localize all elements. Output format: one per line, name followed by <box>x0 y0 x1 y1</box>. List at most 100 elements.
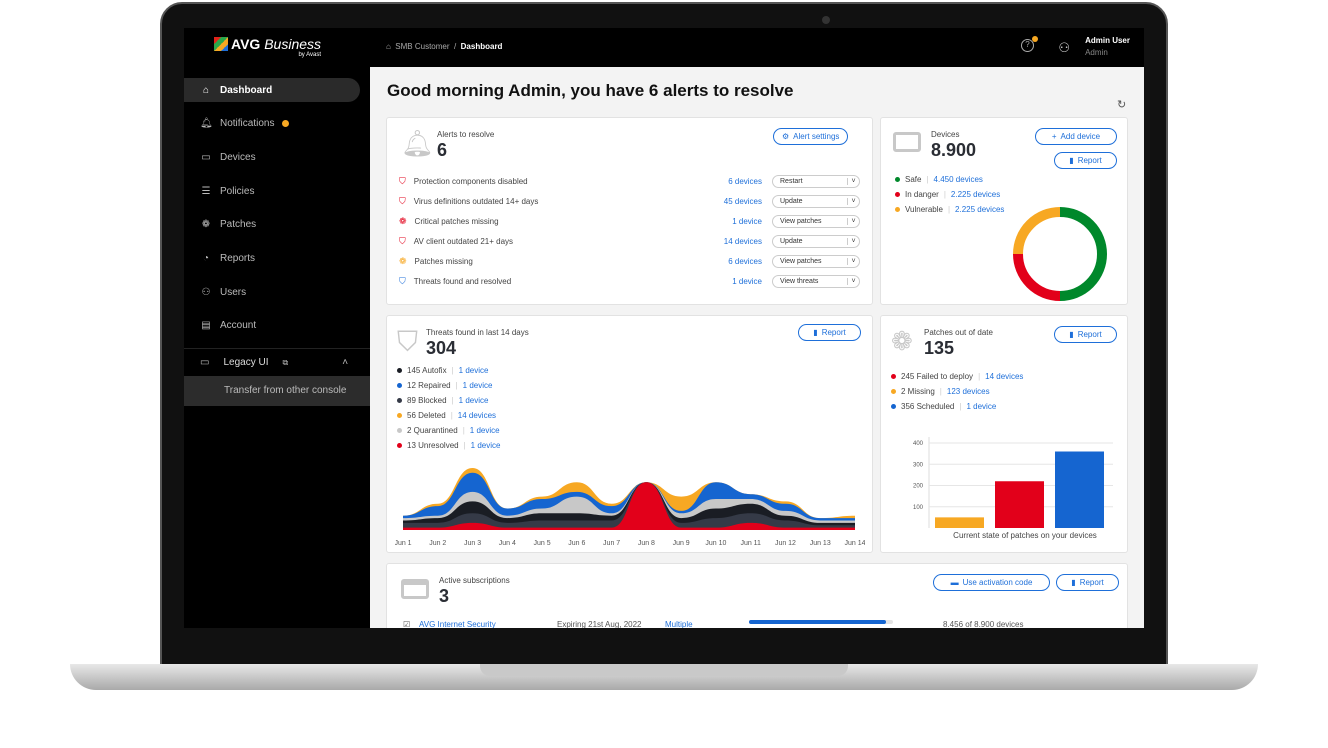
patch-icon: ❁ <box>399 215 407 226</box>
legend-devices-link[interactable]: 2.225 devices <box>955 205 1005 214</box>
legend-item: 2 Missing | 123 devices <box>891 387 990 396</box>
patches-report-button[interactable]: ▮ Report <box>1054 326 1117 343</box>
alerts-card: 🔔︎ Alerts to resolve 6 ⚙ Alert settings ⛉… <box>386 117 873 305</box>
legend-devices-link[interactable]: 1 device <box>462 381 493 390</box>
home-icon: ⌂ <box>202 84 210 96</box>
policies-icon: ☰ <box>201 185 211 197</box>
sidebar-item-transfer[interactable]: Transfer from other console <box>184 376 370 406</box>
camera <box>822 16 830 24</box>
alert-devices-link[interactable]: 6 devices <box>728 176 762 186</box>
sidebar-item-legacy-ui[interactable]: ▭ Legacy UI ⧉ ˄ <box>184 348 370 376</box>
subscription-type-link[interactable]: Multiple <box>665 620 693 628</box>
sidebar-item-devices[interactable]: ▭ Devices <box>201 151 256 163</box>
legend-devices-link[interactable]: 1 device <box>469 426 500 435</box>
user-menu[interactable]: Admin User Admin <box>1085 36 1130 57</box>
patches-icon: ❁ <box>891 326 913 356</box>
bar-chart-icon: ▮ <box>1069 330 1074 339</box>
legend-item: 13 Unresolved | 1 device <box>397 441 500 450</box>
bell-icon: 🔔︎ <box>401 128 435 158</box>
legend-devices-link[interactable]: 1 device <box>458 366 489 375</box>
legend-devices-link[interactable]: 1 device <box>470 441 501 450</box>
breadcrumb-current: Dashboard <box>460 42 503 51</box>
home-icon[interactable]: ⌂ <box>386 42 391 51</box>
chevron-down-icon: ˅ <box>847 257 859 265</box>
chevron-down-icon: ˅ <box>847 277 859 285</box>
patches-bar-chart: 100 200 300 400 Current state of patches on … <box>913 437 1113 540</box>
threats-area-chart: Jun 1 Jun 2 Jun 3 Jun 4 Jun 5 Jun 6 Jun 7 Jun 8… <box>395 468 865 547</box>
laptop-notch <box>480 664 848 676</box>
legend-item: 12 Repaired | 1 device <box>397 381 492 390</box>
legend-dot <box>895 192 900 197</box>
x-tick-label: Jun 2 <box>429 540 446 547</box>
subscription-name-link[interactable]: AVG Internet Security <box>419 620 496 628</box>
page-title: Good morning Admin, you have 6 alerts to… <box>387 81 794 100</box>
alert-action-dropdown[interactable]: View patches ˅ <box>772 214 860 228</box>
alert-row: ⛉ Virus definitions outdated 14+ days 45 d… <box>399 194 860 208</box>
sidebar: AVG Business by Avast ⌂ Dashboard 🔔︎ Notific… <box>184 28 370 628</box>
separator: | <box>926 175 929 184</box>
devices-report-button[interactable]: ▮ Report <box>1054 152 1117 169</box>
chevron-up-icon[interactable]: ˄ <box>342 357 349 368</box>
legend-devices-link[interactable]: 14 devices <box>457 411 497 420</box>
donut-slice-vulnerable <box>1013 207 1061 255</box>
alert-action-dropdown[interactable]: View patches ˅ <box>772 254 860 268</box>
add-device-button[interactable]: + Add device <box>1035 128 1117 145</box>
x-tick-label: Jun 7 <box>603 540 620 547</box>
alert-action-dropdown[interactable]: Update ˅ <box>772 194 860 208</box>
legend-devices-link[interactable]: 123 devices <box>946 387 990 396</box>
alert-devices-link[interactable]: 1 device <box>732 216 762 226</box>
alert-settings-button[interactable]: ⚙ Alert settings <box>773 128 849 145</box>
legend-dot <box>397 398 402 403</box>
legend-dot <box>397 383 402 388</box>
credit-card-icon <box>401 579 429 599</box>
logo[interactable]: AVG Business by Avast <box>214 36 321 58</box>
alert-action-dropdown[interactable]: Update ˅ <box>772 234 860 248</box>
use-activation-code-button[interactable]: ▬ Use activation code <box>933 574 1050 591</box>
alert-row: ❁ Patches missing 6 devices View patches ˅ <box>399 254 860 268</box>
alert-devices-link[interactable]: 6 devices <box>728 256 762 266</box>
sidebar-item-policies[interactable]: ☰ Policies <box>201 185 255 197</box>
chevron-down-icon: ˅ <box>847 177 859 185</box>
bar-chart-icon: ▮ <box>1069 156 1074 165</box>
alert-devices-link[interactable]: 14 devices <box>723 236 762 246</box>
legend-item: 245 Failed to deploy | 14 devices <box>891 372 1023 381</box>
alert-action-dropdown[interactable]: Restart ˅ <box>772 174 860 188</box>
legend-devices-link[interactable]: 4.450 devices <box>933 175 983 184</box>
alert-devices-link[interactable]: 45 devices <box>723 196 762 206</box>
legend-item: In danger | 2.225 devices <box>895 190 1000 199</box>
legend-item: 145 Autofix | 1 device <box>397 366 488 375</box>
sidebar-item-account[interactable]: ▤ Account <box>201 320 257 332</box>
breadcrumb-customer[interactable]: SMB Customer <box>395 42 450 51</box>
sidebar-item-reports[interactable]: ◔ Reports <box>184 247 360 271</box>
reports-icon: ◔ <box>202 253 210 264</box>
separator: | <box>462 426 465 435</box>
x-tick-label: Jun 10 <box>705 540 726 547</box>
legend-devices-link[interactable]: 1 device <box>458 396 489 405</box>
legend-devices-link[interactable]: 1 device <box>966 402 997 411</box>
legend-dot <box>895 207 900 212</box>
legend-devices-link[interactable]: 14 devices <box>985 372 1024 381</box>
y-tick-label: 200 <box>913 484 924 490</box>
refresh-icon[interactable]: ↻ <box>1117 99 1127 111</box>
sidebar-item-dashboard[interactable]: ⌂ Dashboard <box>184 78 360 102</box>
subscriptions-report-button[interactable]: ▮ Report <box>1056 574 1119 591</box>
threats-report-button[interactable]: ▮ Report <box>798 324 861 341</box>
sidebar-item-patches[interactable]: ❁ Patches <box>201 219 257 231</box>
patch-icon: ❁ <box>399 255 407 266</box>
sidebar-item-notifications[interactable]: 🔔︎ Notifications <box>184 112 360 136</box>
legend-dot <box>891 404 896 409</box>
notification-badge <box>282 120 290 128</box>
external-link-icon: ⧉ <box>282 357 289 367</box>
help-icon[interactable]: ? <box>1021 36 1038 52</box>
shield-alert-icon: ⛉ <box>399 175 406 186</box>
sidebar-item-users[interactable]: ⚇ Users <box>201 286 247 298</box>
x-tick-label: Jun 13 <box>810 540 831 547</box>
legend-devices-link[interactable]: 2.225 devices <box>950 190 1001 199</box>
alert-devices-link[interactable]: 1 device <box>732 276 762 286</box>
separator: | <box>943 190 946 199</box>
alert-action-dropdown[interactable]: View threats ˅ <box>772 274 860 288</box>
user-icon[interactable]: ⚇ <box>1058 40 1070 55</box>
bar-chart-icon: ▮ <box>1071 578 1076 587</box>
window-icon: ▭ <box>200 357 210 368</box>
monitor-icon: ▭ <box>201 151 211 163</box>
